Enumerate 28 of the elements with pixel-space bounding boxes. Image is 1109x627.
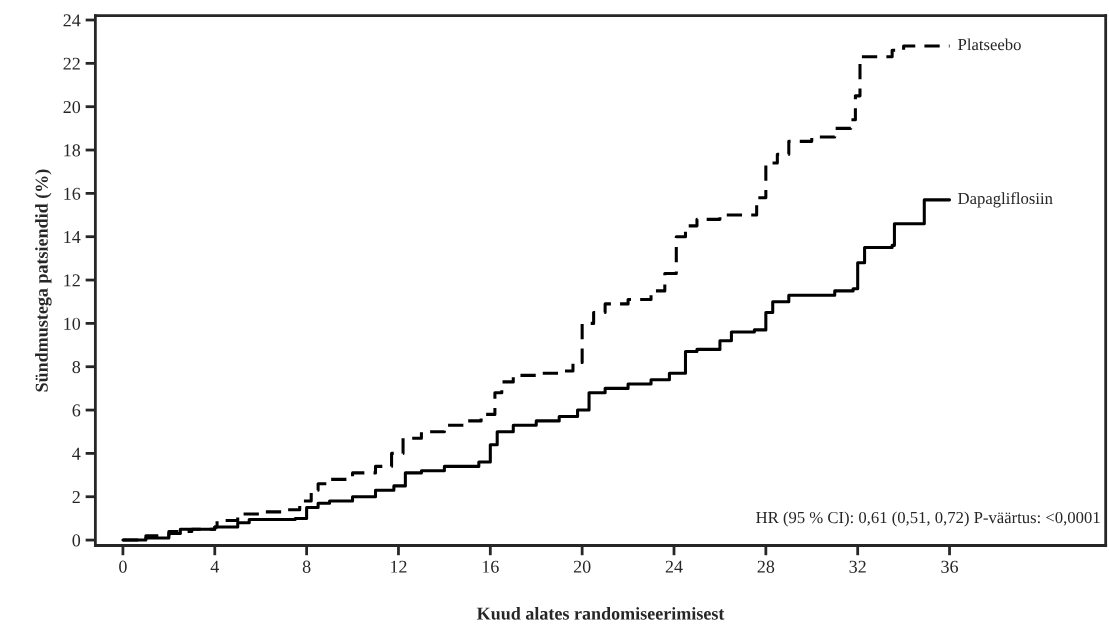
series-label: Dapagliflosiin [958,192,1053,208]
y-axis-title: Sündmustega patsiendid (%) [35,169,52,392]
x-tick-label: 16 [482,560,499,573]
x-tick-label: 8 [302,560,311,573]
y-tick-label: 20 [63,100,81,114]
y-tick-label: 0 [72,534,81,547]
series-label: Platseebo [958,38,1021,51]
x-tick-label: 28 [757,560,775,573]
x-tick-label: 36 [941,560,959,573]
x-tick-label: 12 [391,560,407,573]
y-tick-label: 22 [63,57,80,70]
y-tick-label: 2 [72,491,80,503]
x-tick-label: 20 [573,560,591,573]
x-axis-title: Kuud alates randomiseerimisest [476,607,725,620]
y-tick-label: 4 [72,447,81,460]
x-tick-label: 4 [210,560,219,573]
annotation: HR (95 % CI): 0,61 (0,51, 0,72) P-väärtus: <0,0001 [756,511,1100,527]
y-tick-label: 10 [64,317,81,330]
x-tick-label: 0 [119,560,127,573]
y-tick-label: 6 [72,404,81,417]
x-tick-label: 24 [665,560,683,573]
y-tick-label: 8 [72,360,81,374]
y-tick-label: 24 [63,14,81,27]
y-tick-label: 14 [64,231,81,243]
y-tick-label: 18 [64,144,81,157]
y-tick-label: 16 [64,187,81,200]
x-tick-label: 32 [849,560,866,573]
y-tick-label: 12 [64,274,80,287]
